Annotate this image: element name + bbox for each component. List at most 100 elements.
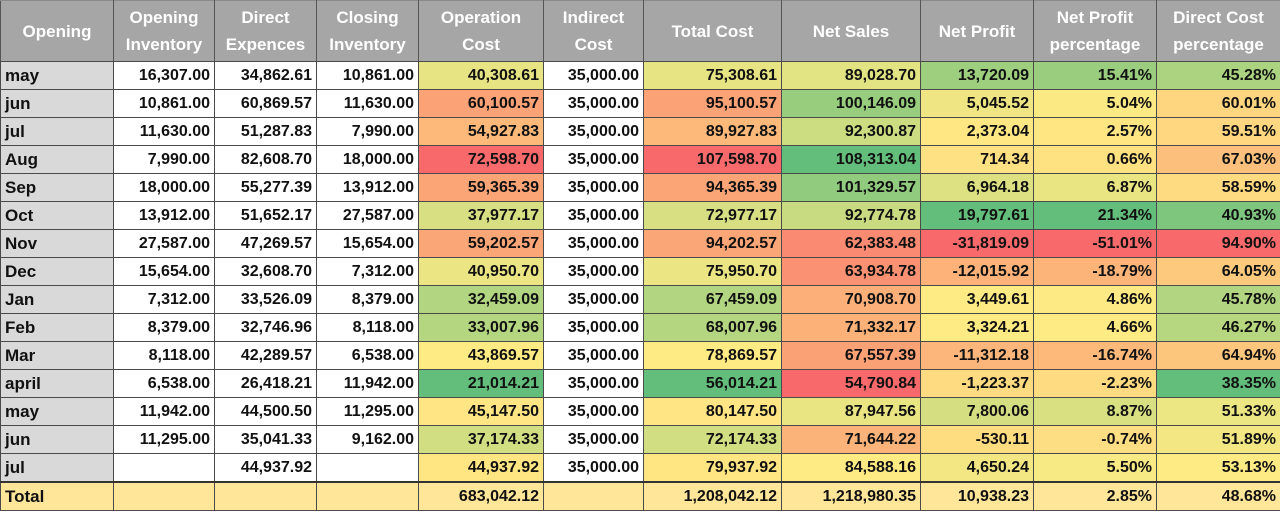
cell-net-sales[interactable]: 62,383.48 <box>781 229 921 258</box>
cell-net-profit-percentage[interactable]: 0.66% <box>1033 145 1157 174</box>
cell-net-profit[interactable]: 19,797.61 <box>920 201 1034 230</box>
cell-net-profit[interactable]: 13,720.09 <box>920 61 1034 90</box>
cell-operation-cost[interactable]: 54,927.83 <box>418 117 544 146</box>
month-cell[interactable]: Jan <box>0 285 114 314</box>
month-cell[interactable]: april <box>0 369 114 398</box>
cell-direct-cost-percentage[interactable]: 38.35% <box>1156 369 1280 398</box>
cell-opening-inventory[interactable]: 27,587.00 <box>113 229 215 258</box>
month-cell[interactable]: Dec <box>0 257 114 286</box>
month-cell[interactable]: jul <box>0 117 114 146</box>
cell-direct-expences[interactable]: 44,937.92 <box>214 453 317 483</box>
cell-net-sales[interactable]: 67,557.39 <box>781 341 921 370</box>
cell-direct-cost-percentage[interactable]: 94.90% <box>1156 229 1280 258</box>
cell-operation-cost[interactable]: 40,950.70 <box>418 257 544 286</box>
cell-net-sales[interactable]: 63,934.78 <box>781 257 921 286</box>
cell-net-profit[interactable]: 6,964.18 <box>920 173 1034 202</box>
cell-direct-expences[interactable]: 34,862.61 <box>214 61 317 90</box>
cell-indirect-cost[interactable]: 35,000.00 <box>543 369 644 398</box>
cell-closing-inventory[interactable]: 7,312.00 <box>316 257 419 286</box>
cell-indirect-cost[interactable] <box>543 481 644 511</box>
cell-indirect-cost[interactable]: 35,000.00 <box>543 285 644 314</box>
cell-total-cost[interactable]: 72,977.17 <box>643 201 782 230</box>
cell-total-cost[interactable]: 95,100.57 <box>643 89 782 118</box>
cell-indirect-cost[interactable]: 35,000.00 <box>543 229 644 258</box>
cell-total-cost[interactable]: 89,927.83 <box>643 117 782 146</box>
column-header-direct-cost-percentage[interactable]: Direct Cost percentage <box>1156 0 1280 62</box>
cell-net-profit-percentage[interactable]: 2.57% <box>1033 117 1157 146</box>
cell-direct-cost-percentage[interactable]: 58.59% <box>1156 173 1280 202</box>
month-cell[interactable]: Mar <box>0 341 114 370</box>
cell-closing-inventory[interactable]: 18,000.00 <box>316 145 419 174</box>
cell-indirect-cost[interactable]: 35,000.00 <box>543 341 644 370</box>
cell-opening-inventory[interactable]: 15,654.00 <box>113 257 215 286</box>
cell-direct-cost-percentage[interactable]: 59.51% <box>1156 117 1280 146</box>
cell-closing-inventory[interactable]: 6,538.00 <box>316 341 419 370</box>
cell-closing-inventory[interactable]: 11,630.00 <box>316 89 419 118</box>
cell-direct-expences[interactable]: 60,869.57 <box>214 89 317 118</box>
month-cell[interactable]: jul <box>0 453 114 483</box>
cell-direct-cost-percentage[interactable]: 53.13% <box>1156 453 1280 483</box>
cell-net-profit[interactable]: 3,449.61 <box>920 285 1034 314</box>
cell-operation-cost[interactable]: 59,202.57 <box>418 229 544 258</box>
month-cell[interactable]: jun <box>0 89 114 118</box>
cell-indirect-cost[interactable]: 35,000.00 <box>543 453 644 483</box>
cell-operation-cost[interactable]: 45,147.50 <box>418 397 544 426</box>
column-header-opening-inventory[interactable]: Opening Inventory <box>113 0 215 62</box>
cell-total-cost[interactable]: 72,174.33 <box>643 425 782 454</box>
cell-indirect-cost[interactable]: 35,000.00 <box>543 425 644 454</box>
cell-net-profit[interactable]: -530.11 <box>920 425 1034 454</box>
cell-direct-cost-percentage[interactable]: 46.27% <box>1156 313 1280 342</box>
month-cell[interactable]: Feb <box>0 313 114 342</box>
cell-direct-expences[interactable]: 82,608.70 <box>214 145 317 174</box>
cell-opening-inventory[interactable]: 16,307.00 <box>113 61 215 90</box>
cell-net-profit-percentage[interactable]: -16.74% <box>1033 341 1157 370</box>
month-cell[interactable]: Sep <box>0 173 114 202</box>
cell-opening-inventory[interactable]: 8,118.00 <box>113 341 215 370</box>
cell-indirect-cost[interactable]: 35,000.00 <box>543 313 644 342</box>
cell-direct-cost-percentage[interactable]: 51.89% <box>1156 425 1280 454</box>
cell-operation-cost[interactable]: 37,977.17 <box>418 201 544 230</box>
cell-operation-cost[interactable]: 683,042.12 <box>418 481 544 511</box>
cell-direct-expences[interactable]: 44,500.50 <box>214 397 317 426</box>
cell-net-profit-percentage[interactable]: -2.23% <box>1033 369 1157 398</box>
cell-operation-cost[interactable]: 32,459.09 <box>418 285 544 314</box>
cell-closing-inventory[interactable]: 11,295.00 <box>316 397 419 426</box>
cell-net-sales[interactable]: 87,947.56 <box>781 397 921 426</box>
cell-operation-cost[interactable]: 43,869.57 <box>418 341 544 370</box>
column-header-operation-cost[interactable]: Operation Cost <box>418 0 544 62</box>
cell-closing-inventory[interactable]: 27,587.00 <box>316 201 419 230</box>
cell-opening-inventory[interactable]: 7,990.00 <box>113 145 215 174</box>
cell-total-cost[interactable]: 75,950.70 <box>643 257 782 286</box>
cell-net-profit-percentage[interactable]: 2.85% <box>1033 481 1157 511</box>
cell-net-profit[interactable]: 714.34 <box>920 145 1034 174</box>
cell-direct-expences[interactable]: 26,418.21 <box>214 369 317 398</box>
cell-operation-cost[interactable]: 40,308.61 <box>418 61 544 90</box>
cell-total-cost[interactable]: 79,937.92 <box>643 453 782 483</box>
cell-operation-cost[interactable]: 44,937.92 <box>418 453 544 483</box>
cell-direct-cost-percentage[interactable]: 51.33% <box>1156 397 1280 426</box>
cell-net-profit-percentage[interactable]: 5.50% <box>1033 453 1157 483</box>
column-header-total-cost[interactable]: Total Cost <box>643 0 782 62</box>
cell-net-profit[interactable]: -31,819.09 <box>920 229 1034 258</box>
cell-direct-cost-percentage[interactable]: 67.03% <box>1156 145 1280 174</box>
cell-direct-expences[interactable]: 47,269.57 <box>214 229 317 258</box>
cell-direct-cost-percentage[interactable]: 40.93% <box>1156 201 1280 230</box>
cell-total-cost[interactable]: 80,147.50 <box>643 397 782 426</box>
cell-net-profit[interactable]: -1,223.37 <box>920 369 1034 398</box>
cell-net-profit-percentage[interactable]: 4.86% <box>1033 285 1157 314</box>
cell-net-sales[interactable]: 101,329.57 <box>781 173 921 202</box>
cell-direct-cost-percentage[interactable]: 45.28% <box>1156 61 1280 90</box>
cell-indirect-cost[interactable]: 35,000.00 <box>543 201 644 230</box>
month-cell[interactable]: may <box>0 397 114 426</box>
cell-closing-inventory[interactable]: 9,162.00 <box>316 425 419 454</box>
cell-operation-cost[interactable]: 60,100.57 <box>418 89 544 118</box>
cell-net-profit-percentage[interactable]: 4.66% <box>1033 313 1157 342</box>
cell-net-profit-percentage[interactable]: -18.79% <box>1033 257 1157 286</box>
cell-total-cost[interactable]: 107,598.70 <box>643 145 782 174</box>
cell-closing-inventory[interactable]: 11,942.00 <box>316 369 419 398</box>
cell-direct-expences[interactable]: 32,746.96 <box>214 313 317 342</box>
cell-indirect-cost[interactable]: 35,000.00 <box>543 173 644 202</box>
cell-direct-expences[interactable]: 32,608.70 <box>214 257 317 286</box>
cell-direct-expences[interactable]: 51,652.17 <box>214 201 317 230</box>
cell-net-profit-percentage[interactable]: -51.01% <box>1033 229 1157 258</box>
